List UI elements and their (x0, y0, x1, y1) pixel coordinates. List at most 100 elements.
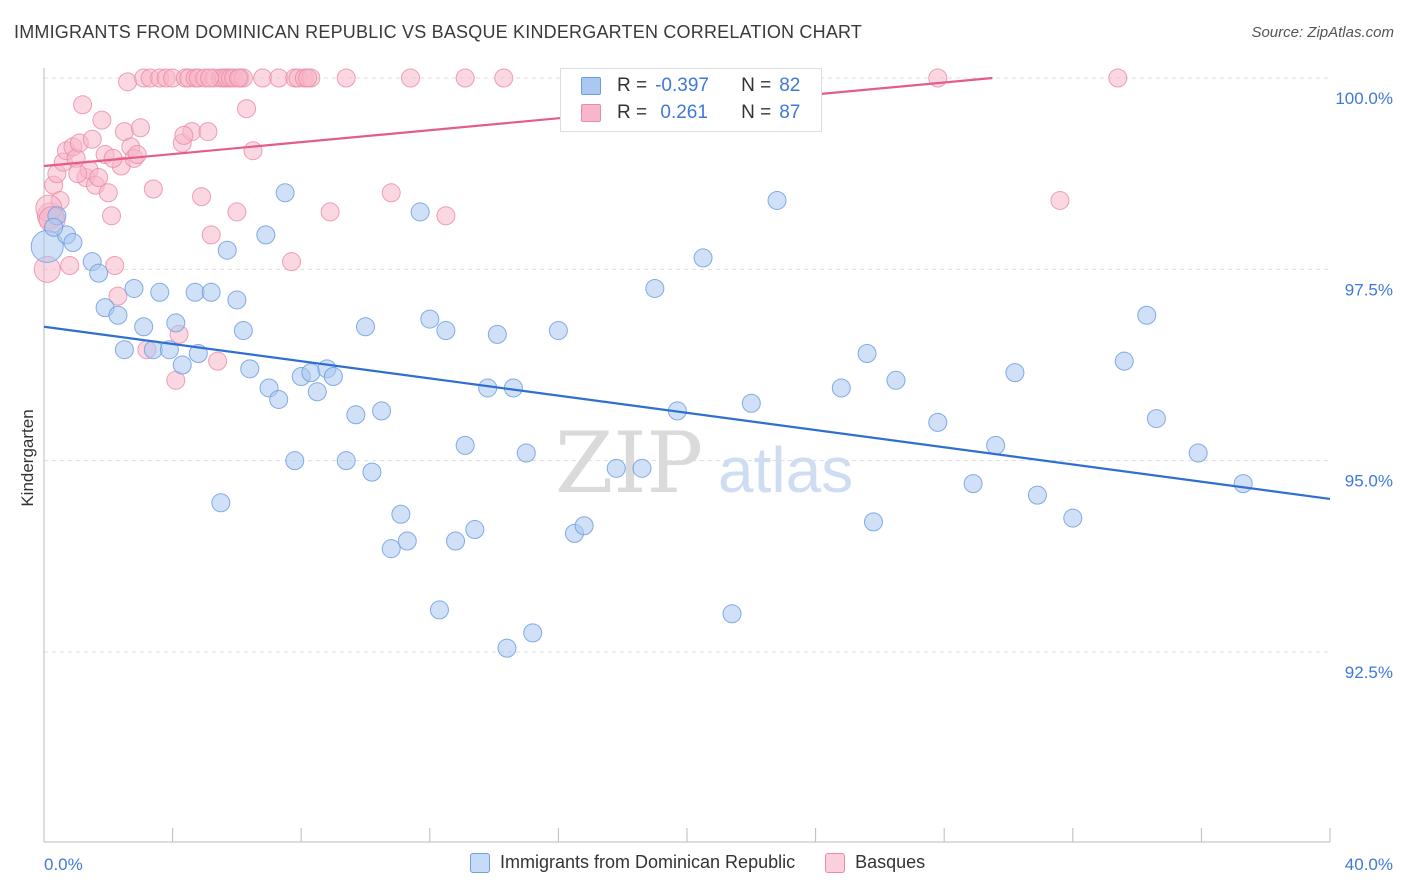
dominican-point (372, 401, 392, 421)
dominican-point (1188, 443, 1208, 463)
dominican-point (741, 393, 761, 413)
dominican-point (429, 600, 449, 620)
dominican-point (124, 278, 144, 298)
legend-item-dominican: Immigrants from Dominican Republic (470, 852, 795, 873)
dominican-point (767, 190, 787, 210)
y-axis-title-wrap: Kindergarten (16, 340, 40, 580)
dominican-point (44, 217, 64, 237)
trend-lines (43, 76, 1331, 501)
basques-point (105, 256, 125, 276)
dominican-point (381, 539, 401, 559)
basques-point (92, 110, 112, 130)
legend-label-basques: Basques (855, 852, 926, 872)
basques-point (237, 99, 257, 119)
basques-point (89, 167, 109, 187)
dominican-point (275, 183, 295, 203)
basques-point (320, 202, 340, 222)
dominican-point (269, 389, 289, 409)
x-tick-label: 0.0% (44, 855, 83, 874)
basques-point (381, 183, 401, 203)
dominican-point (574, 516, 594, 536)
dominican-point (986, 435, 1006, 455)
legend-n-value: 87 (779, 102, 801, 123)
dominican-point (323, 366, 343, 386)
dominican-point (1233, 474, 1253, 494)
dominican-point (391, 504, 411, 524)
basques-point (73, 95, 93, 115)
legend-r-label: R = (617, 102, 648, 123)
basques-point (98, 183, 118, 203)
dominican-point (185, 282, 205, 302)
dominican-point (256, 225, 276, 245)
basques-point (192, 187, 212, 207)
dominican-point (632, 458, 652, 478)
dominican-point (211, 493, 231, 513)
dominican-point (63, 233, 83, 253)
dominican-point (516, 443, 536, 463)
dominican-point (1137, 305, 1157, 325)
basques-point (108, 286, 128, 306)
dominican-point (166, 313, 186, 333)
y-tick-label: 95.0% (1345, 472, 1393, 491)
legend-n-value: 82 (779, 75, 801, 96)
dominican-point (1114, 351, 1134, 371)
basques-point (243, 141, 263, 161)
legend-r-value: 0.261 (655, 102, 708, 123)
dominican-point (487, 324, 507, 344)
watermark-atlas: atlas (718, 434, 853, 506)
dominican-point (397, 531, 417, 551)
basques-point (1050, 190, 1070, 210)
chart-title: IMMIGRANTS FROM DOMINICAN REPUBLIC VS BA… (14, 22, 863, 42)
watermark-zip: ZIP (555, 414, 703, 512)
basques-point (253, 68, 273, 88)
dominican-point (693, 248, 713, 268)
dominican-point (134, 317, 154, 337)
legend-label-dominican: Immigrants from Dominican Republic (500, 852, 796, 872)
y-tick-label: 92.5% (1345, 663, 1393, 682)
legend-swatch-basques (581, 104, 601, 122)
dominican-point (201, 282, 221, 302)
legend-n-label: N = (741, 75, 772, 96)
dominican-point (1063, 508, 1083, 528)
basques-point (130, 118, 150, 138)
dominican-point (240, 359, 260, 379)
dominican-point (645, 278, 665, 298)
gridlines (44, 77, 1330, 653)
basques-point (455, 68, 475, 88)
legend-r-label: R = (617, 75, 648, 96)
dominican-point (114, 340, 134, 360)
dominican-point (436, 321, 456, 341)
dominican-point (831, 378, 851, 398)
basques-point (60, 256, 80, 276)
basques-point (282, 252, 302, 272)
legend-item-basques: Basques (825, 852, 925, 873)
dominican-point (410, 202, 430, 222)
basques-point (174, 125, 194, 145)
basques-point (229, 68, 249, 88)
basques-point (118, 72, 138, 92)
legend-swatch-dominican (581, 77, 601, 95)
x-tick-label: 40.0% (1345, 855, 1393, 874)
basques-point (208, 351, 228, 371)
correlation-legend: R = -0.397 N = 82 R = 0.261 N = 87 (560, 68, 822, 132)
dominican-point (465, 520, 485, 540)
dominican-point (722, 604, 742, 624)
legend-row-dominican: R = -0.397 N = 82 (581, 75, 800, 97)
dominican-point (523, 623, 543, 643)
dominican-points (30, 183, 1253, 658)
basques-trend-line (43, 76, 993, 168)
dominican-point (1005, 363, 1025, 383)
basques-point (298, 68, 318, 88)
dominican-point (420, 309, 440, 329)
dominican-point (863, 512, 883, 532)
dominican-point (548, 321, 568, 341)
basques-point (269, 68, 289, 88)
basques-point (436, 206, 456, 226)
source-credit: Source: ZipAtlas.com (1251, 24, 1394, 41)
dominican-point (346, 405, 366, 425)
basques-point (336, 68, 356, 88)
dominican-point (89, 263, 109, 283)
basques-point (401, 68, 421, 88)
dominican-point (336, 451, 356, 471)
basques-point (68, 164, 88, 184)
